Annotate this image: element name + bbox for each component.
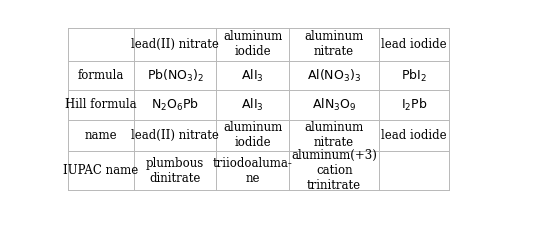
Text: triiodoaluma-
ne: triiodoaluma- ne <box>213 157 293 185</box>
Text: aluminum
nitrate: aluminum nitrate <box>305 121 364 149</box>
Text: $\mathrm{Al(NO_3)_3}$: $\mathrm{Al(NO_3)_3}$ <box>307 67 361 84</box>
Text: aluminum
iodide: aluminum iodide <box>223 121 282 149</box>
Text: $\mathrm{PbI_2}$: $\mathrm{PbI_2}$ <box>401 67 427 84</box>
Text: $\mathrm{Pb(NO_3)_2}$: $\mathrm{Pb(NO_3)_2}$ <box>146 67 204 84</box>
Text: IUPAC name: IUPAC name <box>63 164 139 177</box>
Text: lead(II) nitrate: lead(II) nitrate <box>131 38 219 51</box>
Text: aluminum(+3)
cation
trinitrate: aluminum(+3) cation trinitrate <box>291 149 377 192</box>
Text: plumbous
dinitrate: plumbous dinitrate <box>146 157 204 185</box>
Text: $\mathrm{N_2O_6Pb}$: $\mathrm{N_2O_6Pb}$ <box>151 97 199 113</box>
Text: aluminum
nitrate: aluminum nitrate <box>305 30 364 58</box>
Text: lead(II) nitrate: lead(II) nitrate <box>131 129 219 142</box>
Text: aluminum
iodide: aluminum iodide <box>223 30 282 58</box>
Text: formula: formula <box>78 69 124 82</box>
Text: lead iodide: lead iodide <box>381 129 447 142</box>
Text: lead iodide: lead iodide <box>381 38 447 51</box>
Text: Hill formula: Hill formula <box>65 99 137 111</box>
Text: name: name <box>85 129 117 142</box>
Text: $\mathrm{AlN_3O_9}$: $\mathrm{AlN_3O_9}$ <box>312 97 357 113</box>
Text: $\mathrm{AlI_3}$: $\mathrm{AlI_3}$ <box>241 97 264 113</box>
Text: $\mathrm{I_2Pb}$: $\mathrm{I_2Pb}$ <box>401 97 428 113</box>
Text: $\mathrm{AlI_3}$: $\mathrm{AlI_3}$ <box>241 67 264 84</box>
